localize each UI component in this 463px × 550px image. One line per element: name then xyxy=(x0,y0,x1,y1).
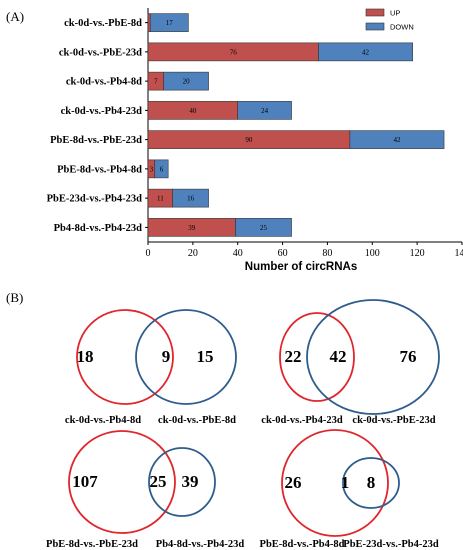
venn-overlap-count: 9 xyxy=(162,347,171,366)
bar-down xyxy=(149,13,189,32)
legend-down-swatch xyxy=(365,22,385,31)
venn-right-circle xyxy=(306,299,440,415)
venn-diagram: 107 25 39 PbE-8d-vs.-PbE-23d Pb4-8d-vs.-Pb4-… xyxy=(46,430,245,550)
category-label: PbE-8d-vs.-Pb4-8d xyxy=(57,164,142,175)
bar-down-value: 6 xyxy=(160,165,164,173)
venn-right-count: 39 xyxy=(182,472,199,491)
category-label: ck-0d-vs.-PbE-23d xyxy=(59,47,142,58)
bar-down-value: 17 xyxy=(166,19,174,27)
bar-up xyxy=(147,13,151,32)
x-tick-label: 20 xyxy=(188,248,198,259)
venn-left-count: 26 xyxy=(285,473,302,492)
category-label: ck-0d-vs.-Pb4-23d xyxy=(61,106,143,117)
venn-left-count: 22 xyxy=(285,347,302,366)
venn-left-circle xyxy=(281,429,389,537)
bar-down-value: 42 xyxy=(362,48,370,56)
x-tick-label: 0 xyxy=(146,248,151,259)
x-tick-label: 140 xyxy=(455,248,463,259)
x-tick-label: 60 xyxy=(278,248,288,259)
bar-chart: 17 76 42 7 20 40 24 90 42 3 6 11 16 39 25 ck-0d-vs.-Pb… xyxy=(47,8,463,273)
bar-down xyxy=(235,218,292,237)
bar-down-value: 42 xyxy=(393,136,401,144)
venn-right-circle xyxy=(148,447,216,517)
bar-up-value: 39 xyxy=(188,224,196,232)
legend-down-label: DOWN xyxy=(390,23,414,32)
venn-right-label: Pb4-8d-vs.-Pb4-23d xyxy=(156,539,245,550)
venn-left-count: 107 xyxy=(72,472,98,491)
panel-b-label: (B) xyxy=(6,290,23,305)
venn-right-label: PbE-23d-vs.-Pb4-23d xyxy=(343,539,439,550)
venn-right-count: 8 xyxy=(367,473,376,492)
venn-left-circle xyxy=(76,309,174,405)
bar-down xyxy=(349,130,445,149)
category-label: PbE-23d-vs.-Pb4-23d xyxy=(47,194,143,205)
x-tick-label: 120 xyxy=(410,248,425,259)
bar-down-value: 25 xyxy=(260,224,268,232)
bar-up-value: 3 xyxy=(150,165,154,173)
venn-left-label: ck-0d-vs.-Pb4-23d xyxy=(261,415,343,426)
venn-overlap-count: 25 xyxy=(150,472,167,491)
bar-down xyxy=(154,159,169,179)
category-label: ck-0d-vs.-PbE-8d xyxy=(64,18,142,29)
venn-left-circle xyxy=(68,430,176,534)
category-label: Pb4-8d-vs.-Pb4-23d xyxy=(54,223,143,234)
venn-left-label: ck-0d-vs.-Pb4-8d xyxy=(65,415,141,426)
bar-down-value: 24 xyxy=(261,107,269,115)
legend: UP DOWN xyxy=(365,8,414,32)
bar-up-value: 40 xyxy=(189,107,197,115)
x-tick-label: 100 xyxy=(365,248,380,259)
venn-overlap-count: 42 xyxy=(330,347,347,366)
bar-down xyxy=(237,101,292,120)
legend-up-swatch xyxy=(365,8,385,17)
x-ticks: 0 20 40 60 80 100 120 140 xyxy=(146,242,463,259)
bar-down-value: 20 xyxy=(183,78,191,86)
bar-up-value: 11 xyxy=(157,195,164,203)
venn-left-circle xyxy=(279,312,355,402)
venn-left-label: PbE-8d-vs.-Pb4-8d xyxy=(260,539,345,550)
category-label: ck-0d-vs.-Pb4-8d xyxy=(66,77,142,88)
venn-right-count: 76 xyxy=(400,347,417,366)
bar-down xyxy=(172,188,209,208)
bar-down-value: 16 xyxy=(187,195,195,203)
bar-down xyxy=(318,42,413,62)
venn-diagrams: 18 9 15 ck-0d-vs.-Pb4-8d ck-0d-vs.-PbE-8d 22 4… xyxy=(46,299,440,550)
bar-down xyxy=(163,71,209,91)
venn-right-count: 15 xyxy=(197,347,214,366)
bar-up-value: 76 xyxy=(230,48,238,56)
venn-right-circle xyxy=(342,457,400,509)
x-axis-title: Number of circRNAs xyxy=(245,261,357,273)
x-tick-label: 40 xyxy=(233,248,243,259)
venn-overlap-count: 1 xyxy=(341,473,350,492)
venn-left-label: PbE-8d-vs.-PbE-23d xyxy=(46,539,138,550)
panel-a-label: (A) xyxy=(6,9,24,24)
venn-right-circle xyxy=(135,309,237,405)
category-label: PbE-8d-vs.-PbE-23d xyxy=(50,135,142,146)
venn-right-label: ck-0d-vs.-PbE-23d xyxy=(352,415,435,426)
bar-up-value: 7 xyxy=(154,78,158,86)
venn-right-label: ck-0d-vs.-PbE-8d xyxy=(158,415,236,426)
venn-diagram: 18 9 15 ck-0d-vs.-Pb4-8d ck-0d-vs.-PbE-8d xyxy=(65,309,237,426)
venn-left-count: 18 xyxy=(77,347,94,366)
bars: 17 76 42 7 20 40 24 90 42 3 6 11 16 39 25 xyxy=(147,13,445,237)
legend-up-label: UP xyxy=(390,9,400,18)
x-tick-label: 80 xyxy=(322,248,332,259)
venn-diagram: 22 42 76 ck-0d-vs.-Pb4-23d ck-0d-vs.-PbE-23d xyxy=(261,299,440,426)
category-labels: ck-0d-vs.-PbE-8d ck-0d-vs.-PbE-23d ck-0d-v… xyxy=(47,18,148,234)
bar-up-value: 90 xyxy=(245,136,253,144)
